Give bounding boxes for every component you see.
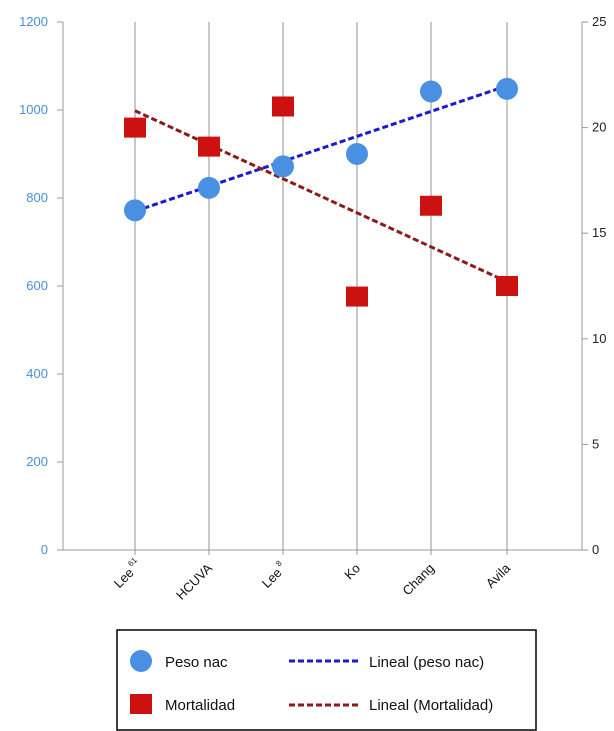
legend-marker-peso-nac <box>130 650 152 672</box>
trendline-mortalidad <box>134 109 508 284</box>
y-right-tick-label-5: 5 <box>592 436 599 451</box>
point-peso-nac-3 <box>346 143 368 165</box>
point-mortalidad-4 <box>420 195 442 216</box>
legend-box <box>116 629 537 731</box>
point-peso-nac-0 <box>124 199 146 222</box>
x-tick-label-superscript-0: 61 <box>125 555 140 570</box>
x-axis-labels: Lee 61 HCUVA Lee 8 Ko Chang Avila <box>109 555 513 602</box>
point-mortalidad-1 <box>198 136 220 157</box>
y-left-tick-label-200: 200 <box>26 454 48 469</box>
axes: 0 200 400 600 800 1000 1200 0 5 10 15 20 25 <box>19 14 606 557</box>
x-tick-label-3: Ko <box>341 561 363 583</box>
trendline-peso-nac <box>134 84 508 213</box>
legend-marker-mortalidad <box>130 694 152 714</box>
legend-label-lineal-peso-nac: Lineal (peso nac) <box>369 654 484 671</box>
legend: Peso nac Lineal (peso nac) Mortalidad Li… <box>116 629 537 731</box>
x-tick-label-4: Chang <box>399 561 437 599</box>
y-right-tick-label-25: 25 <box>592 14 606 29</box>
y-left-tick-label-400: 400 <box>26 366 48 381</box>
point-peso-nac-5 <box>496 77 518 100</box>
x-tick-label-superscript-2: 8 <box>273 558 284 569</box>
point-mortalidad-5 <box>496 276 518 296</box>
y-right-tick-label-0: 0 <box>592 542 599 557</box>
point-peso-nac-4 <box>420 80 442 103</box>
y-left-tick-label-600: 600 <box>26 278 48 293</box>
trendlines <box>134 84 508 284</box>
y-right-tick-label-20: 20 <box>592 120 606 135</box>
legend-label-peso-nac: Peso nac <box>165 654 228 671</box>
point-mortalidad-0 <box>124 117 146 138</box>
point-mortalidad-2 <box>272 96 294 117</box>
y-left-tick-label-1200: 1200 <box>19 14 48 29</box>
x-tick-label-1: HCUVA <box>173 560 215 602</box>
point-peso-nac-2 <box>272 155 294 178</box>
y-left-tick-label-800: 800 <box>26 190 48 205</box>
gridlines <box>134 22 508 550</box>
y-left-tick-label-1000: 1000 <box>19 102 48 117</box>
y-left-tick-label-0: 0 <box>41 542 48 557</box>
x-tick-label-2: Lee 8 <box>257 558 289 590</box>
x-tick-label-0: Lee 61 <box>109 555 145 591</box>
y-right-tick-label-15: 15 <box>592 225 606 240</box>
legend-label-mortalidad: Mortalidad <box>165 697 235 714</box>
data-marks <box>124 77 518 307</box>
y-right-tick-label-10: 10 <box>592 331 606 346</box>
point-peso-nac-1 <box>198 176 220 199</box>
x-tick-label-5: Avila <box>483 560 514 591</box>
point-mortalidad-3 <box>346 286 368 307</box>
legend-label-lineal-mortalidad: Lineal (Mortalidad) <box>369 697 493 714</box>
